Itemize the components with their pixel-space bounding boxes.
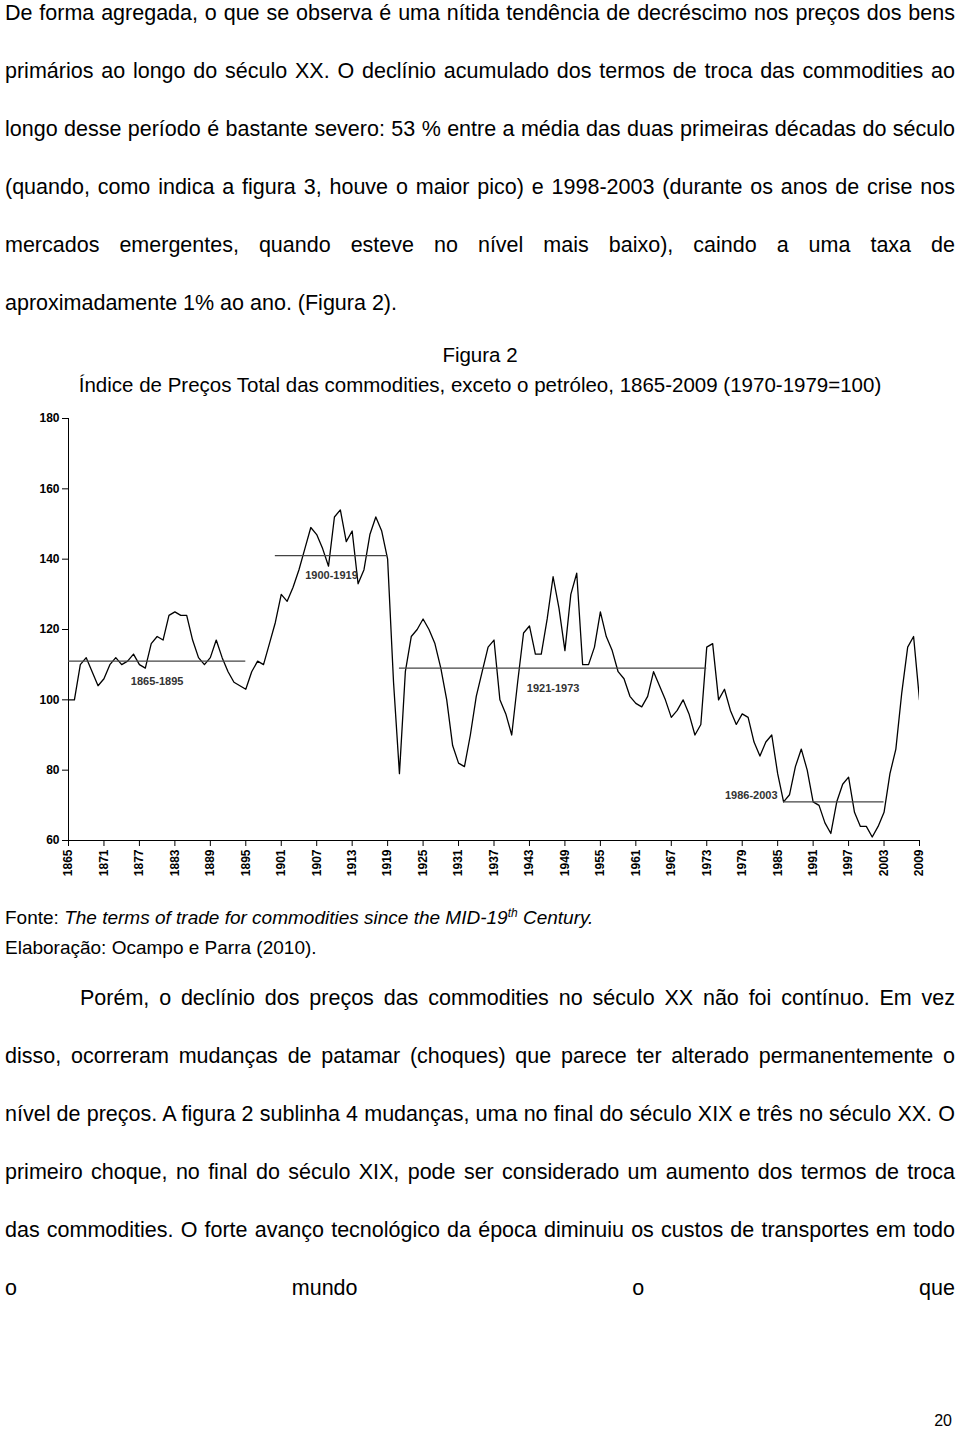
svg-text:1955: 1955 xyxy=(593,849,607,876)
svg-text:1865-1895: 1865-1895 xyxy=(131,675,184,687)
html-text:Fonte: The terms of trade for: Fonte: The terms of trade for commoditie… xyxy=(5,906,594,929)
html-text:De forma agregada, o que se ob: De forma agregada, o que se observa é um… xyxy=(5,1,955,315)
svg-text:1865: 1865 xyxy=(61,849,75,876)
svg-text:1949: 1949 xyxy=(558,849,572,876)
svg-text:1943: 1943 xyxy=(522,849,536,876)
svg-text:1895: 1895 xyxy=(239,849,253,876)
svg-text:1985: 1985 xyxy=(771,849,785,876)
svg-text:1877: 1877 xyxy=(132,849,146,876)
svg-text:1921-1973: 1921-1973 xyxy=(527,682,580,694)
svg-text:1973: 1973 xyxy=(700,849,714,876)
svg-text:2003: 2003 xyxy=(877,849,891,876)
svg-text:2009: 2009 xyxy=(912,849,926,876)
svg-text:1913: 1913 xyxy=(345,849,359,876)
html-text:Elaboração: Ocampo e Parra (20: Elaboração: Ocampo e Parra (2010). xyxy=(5,937,317,959)
svg-text:1871: 1871 xyxy=(97,849,111,876)
svg-text:1986-2003: 1986-2003 xyxy=(725,789,778,801)
svg-text:1900-1919: 1900-1919 xyxy=(305,569,358,581)
svg-text:1901: 1901 xyxy=(274,849,288,876)
html-text:Índice de Preços Total das com: Índice de Preços Total das commodities, … xyxy=(78,373,882,396)
svg-text:1919: 1919 xyxy=(380,849,394,876)
svg-text:160: 160 xyxy=(39,482,59,496)
svg-text:1997: 1997 xyxy=(841,849,855,876)
svg-text:1883: 1883 xyxy=(168,849,182,876)
svg-text:1931: 1931 xyxy=(451,849,465,876)
html-text:20: 20 xyxy=(934,1412,952,1429)
svg-text:1907: 1907 xyxy=(310,849,324,876)
html-text:Porém, o declínio dos preços d: Porém, o declínio dos preços das commodi… xyxy=(5,986,955,1301)
svg-text:1925: 1925 xyxy=(416,849,430,876)
svg-text:1889: 1889 xyxy=(203,849,217,876)
svg-text:100: 100 xyxy=(39,693,59,707)
svg-text:1967: 1967 xyxy=(664,849,678,876)
svg-text:180: 180 xyxy=(39,411,59,425)
svg-text:1991: 1991 xyxy=(806,849,820,876)
svg-text:60: 60 xyxy=(46,833,60,847)
svg-text:140: 140 xyxy=(39,552,59,566)
svg-text:1979: 1979 xyxy=(735,849,749,876)
svg-text:80: 80 xyxy=(46,763,60,777)
svg-text:120: 120 xyxy=(39,622,59,636)
svg-text:1937: 1937 xyxy=(487,849,501,876)
svg-text:1961: 1961 xyxy=(629,849,643,876)
html-text:Figura 2: Figura 2 xyxy=(442,343,518,366)
